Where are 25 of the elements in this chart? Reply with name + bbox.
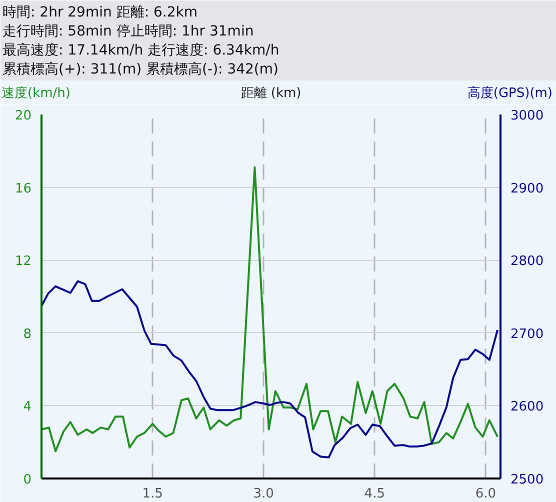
y2-tick-label: 3000 xyxy=(510,108,544,124)
y2-tick-label: 2900 xyxy=(510,181,544,196)
y2-tick-label: 2700 xyxy=(510,326,544,342)
y-tick-label: 12 xyxy=(14,254,32,270)
text: 最高速度: 17.14km/h 走行速度: 6.34km/h xyxy=(2,42,280,58)
x-tick-label: 1.5 xyxy=(142,486,163,502)
x-tick-label: 4.5 xyxy=(364,486,385,502)
y-tick-label: 20 xyxy=(14,108,32,124)
y-tick-label: 4 xyxy=(23,400,32,415)
x-axis-title: 距離 (km) xyxy=(240,86,302,101)
text: 累積標高(+): 311(m) 累積標高(-): 342(m) xyxy=(2,62,278,78)
text: 走行時間: 58min 停止時間: 1hr 31min xyxy=(2,24,254,40)
y-tick-label: 0 xyxy=(23,472,32,488)
y-tick-label: 16 xyxy=(14,181,32,196)
y-tick-label: 8 xyxy=(23,326,32,342)
y2-tick-label: 2800 xyxy=(510,254,544,270)
line-series xyxy=(42,280,499,458)
y2-tick-label: 2600 xyxy=(510,400,544,415)
y-axis-title: 速度(km/h) xyxy=(2,85,70,101)
x-tick-label: 3.0 xyxy=(253,486,274,502)
text: 時間: 2hr 29min 距離: 6.2km xyxy=(2,4,198,20)
x-tick-label: 6.0 xyxy=(475,486,496,502)
y2-tick-label: 2500 xyxy=(510,472,544,488)
y2-axis-title: 高度(GPS)(m) xyxy=(467,85,553,101)
line-series xyxy=(42,166,499,452)
